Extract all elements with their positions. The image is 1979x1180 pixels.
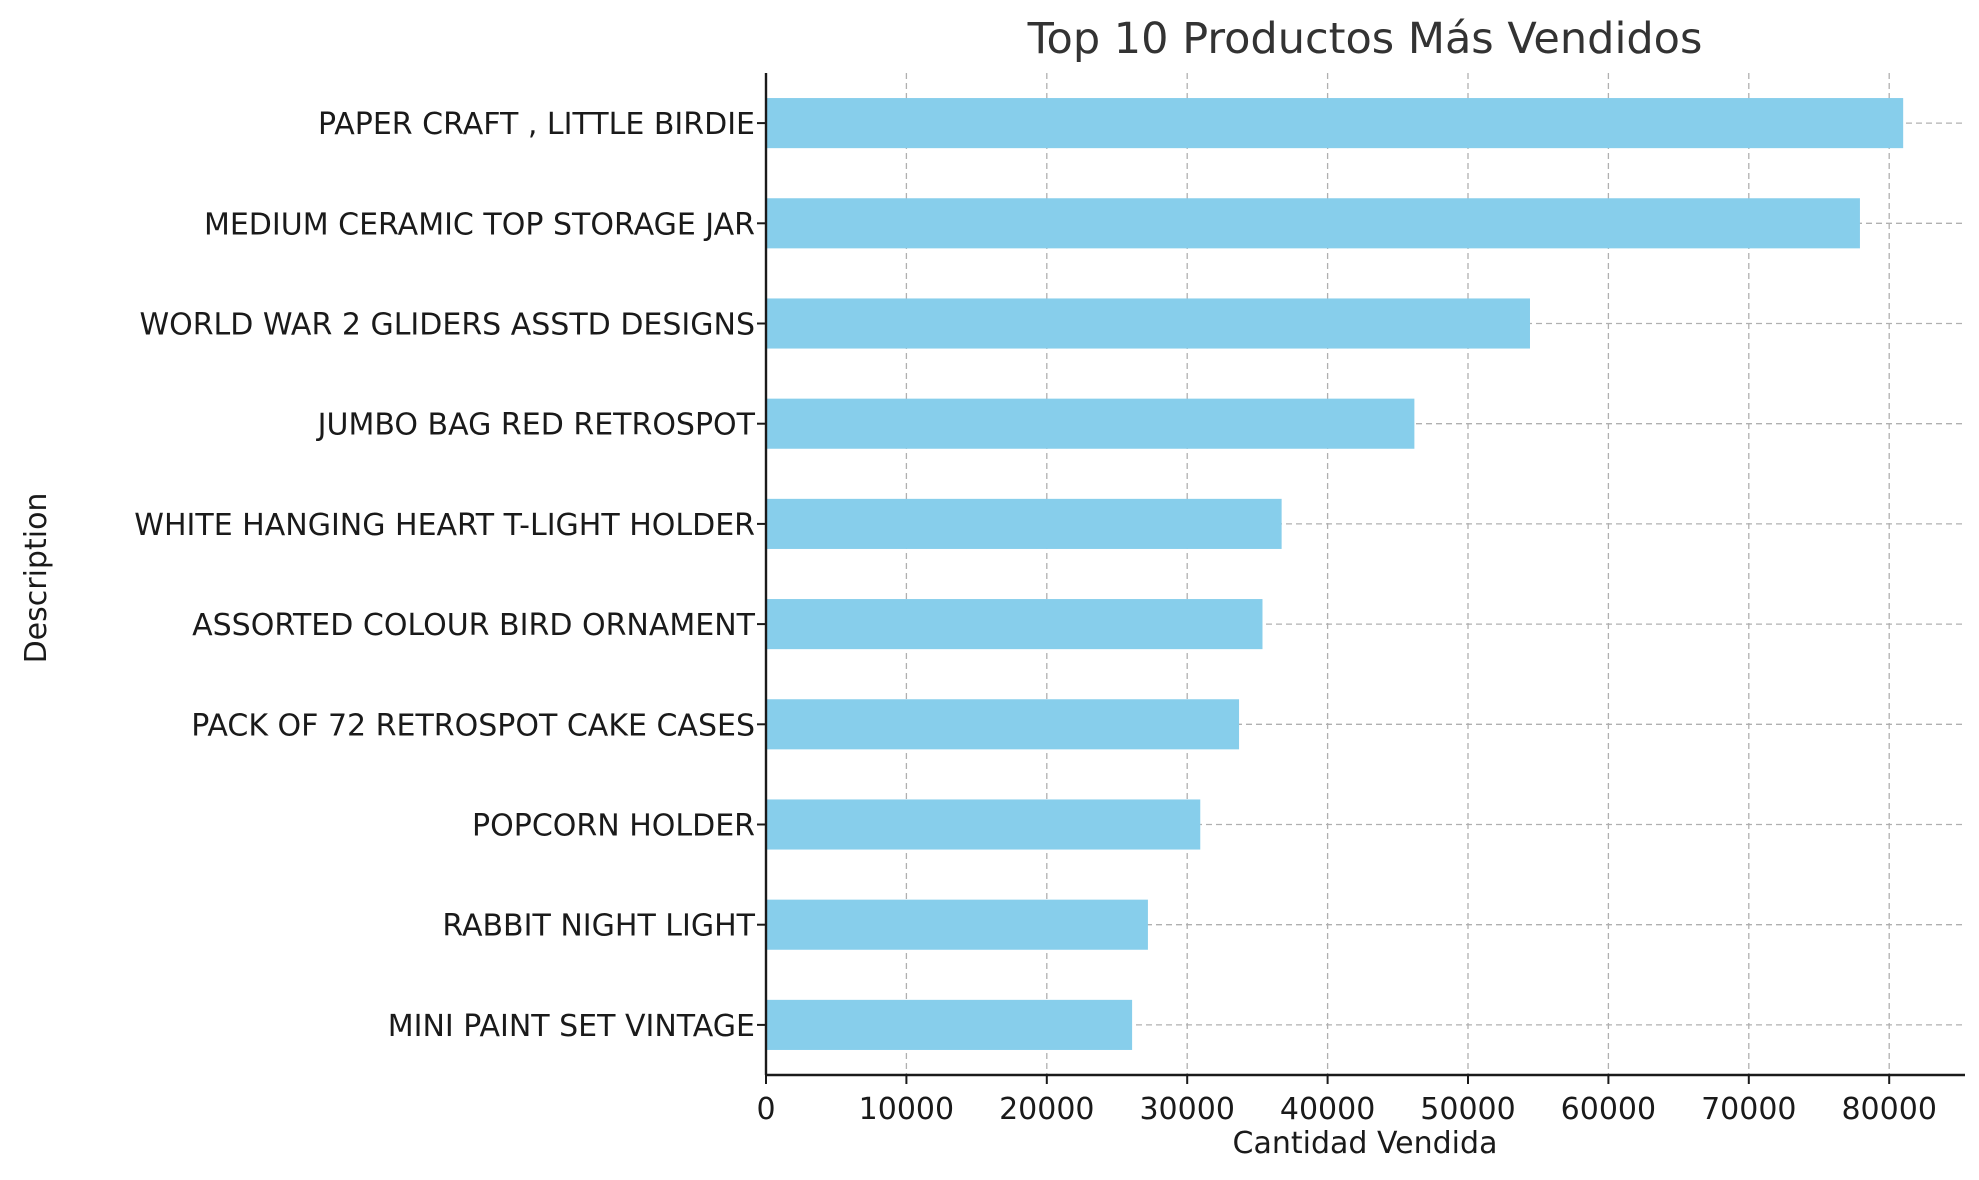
bar xyxy=(766,699,1240,750)
bar xyxy=(766,198,1860,249)
chart-title: Top 10 Productos Más Vendidos xyxy=(1027,14,1703,64)
y-tick-label: MEDIUM CERAMIC TOP STORAGE JAR xyxy=(204,207,755,242)
x-tick-label: 60000 xyxy=(1561,1092,1656,1127)
y-tick-label: POPCORN HOLDER xyxy=(472,809,755,844)
bar xyxy=(766,498,1282,549)
bar xyxy=(766,899,1148,950)
x-tick-label: 30000 xyxy=(1139,1092,1234,1127)
y-axis-label: Description xyxy=(19,493,54,664)
y-tick-label: PAPER CRAFT , LITTLE BIRDIE xyxy=(318,107,755,142)
y-tick-label: WORLD WAR 2 GLIDERS ASSTD DESIGNS xyxy=(139,308,755,343)
x-tick-label: 10000 xyxy=(859,1092,954,1127)
x-tick-labels: 0 10000 20000 30000 40000 50000 60000 70000 8000… xyxy=(756,1092,1936,1127)
x-axis-label: Cantidad Vendida xyxy=(1233,1126,1498,1161)
bar xyxy=(766,599,1263,650)
bar xyxy=(766,398,1415,449)
y-tick-label: WHITE HANGING HEART T-LIGHT HOLDER xyxy=(134,508,755,543)
axes xyxy=(757,73,1965,1084)
bar xyxy=(766,98,1904,149)
bars xyxy=(766,98,1904,1050)
x-tick-label: 20000 xyxy=(999,1092,1094,1127)
y-tick-label: PACK OF 72 RETROSPOT CAKE CASES xyxy=(191,708,755,743)
y-tick-label: ASSORTED COLOUR BIRD ORNAMENT xyxy=(192,608,756,643)
bar xyxy=(766,799,1201,850)
x-tick-label: 50000 xyxy=(1420,1092,1515,1127)
bar xyxy=(766,298,1530,349)
bar xyxy=(766,999,1133,1050)
x-tick-label: 0 xyxy=(756,1092,775,1127)
x-tick-label: 70000 xyxy=(1701,1092,1796,1127)
y-tick-label: JUMBO BAG RED RETROSPOT xyxy=(316,408,756,443)
x-tick-label: 40000 xyxy=(1280,1092,1375,1127)
y-tick-labels: PAPER CRAFT , LITTLE BIRDIE MEDIUM CERAMI… xyxy=(134,107,755,1044)
x-tick-label: 80000 xyxy=(1841,1092,1936,1127)
y-tick-label: MINI PAINT SET VINTAGE xyxy=(388,1009,755,1044)
y-tick-label: RABBIT NIGHT LIGHT xyxy=(442,909,755,944)
